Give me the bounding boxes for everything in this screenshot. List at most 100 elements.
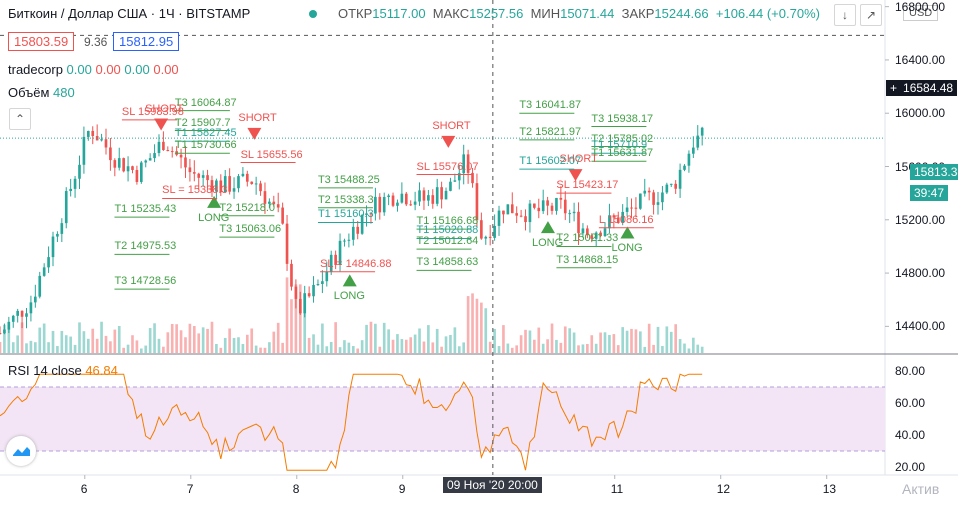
candle-body <box>210 180 214 192</box>
long-signal-arrow <box>620 226 635 239</box>
candle-body <box>139 162 143 182</box>
candle-body <box>413 201 417 205</box>
volume-bar <box>219 347 223 353</box>
level-annotation: T2 15338.3 <box>317 193 374 206</box>
candle-body <box>3 329 6 334</box>
candle-body <box>343 240 346 242</box>
level-annotation: T3 14728.56 <box>114 275 177 288</box>
level-annotation: T3 15938.17 <box>591 112 654 125</box>
symbol-title[interactable]: Биткоин / Доллар США · 1Ч · BITSTAMP <box>8 6 251 21</box>
time-tick-label: 7 <box>186 482 194 496</box>
volume-bar <box>559 342 563 353</box>
candle-body <box>400 193 404 203</box>
candle-body <box>497 210 501 226</box>
volume-bar <box>86 338 90 353</box>
candle-body <box>122 158 125 172</box>
volume-bar <box>122 347 125 353</box>
candle-body <box>524 216 527 223</box>
volume-bar <box>268 342 271 353</box>
volume-bar <box>409 337 413 353</box>
volume-bar <box>210 321 214 353</box>
tradingview-logo-icon[interactable] <box>6 436 36 466</box>
candle-body <box>510 204 514 214</box>
candle-body <box>329 254 333 272</box>
volume-bar <box>440 346 443 353</box>
strategy-legend[interactable]: tradecorp 0.00 0.00 0.00 0.00 <box>8 62 179 78</box>
candle-body <box>351 226 355 240</box>
candle-body <box>78 164 81 179</box>
open-value: 15117.00 <box>372 6 426 21</box>
price-tick-label: 15200.00 <box>895 212 946 227</box>
rsi-tick-label: 40.00 <box>895 428 926 442</box>
volume-bar <box>192 326 196 353</box>
volume-bar <box>519 335 523 353</box>
volume-bar <box>506 343 510 353</box>
crosshair-time-tag: 09 Ноя '20 20:00 <box>443 477 542 493</box>
candle-body <box>356 226 360 234</box>
candle-body <box>625 207 629 212</box>
rsi-legend[interactable]: RSI 14 close 46.84 <box>8 363 118 379</box>
level-annotation: T2 15012.64 <box>416 235 479 248</box>
price-tick-label: 14400.00 <box>895 319 946 334</box>
volume-bar <box>153 323 156 353</box>
candle-body <box>157 141 161 154</box>
volume-bar <box>201 327 205 353</box>
volume-bar <box>528 330 532 353</box>
time-tick-label: 11 <box>610 482 624 496</box>
candle-body <box>0 333 2 335</box>
candle-body <box>201 175 205 178</box>
volume-bar <box>431 342 435 353</box>
volume-bar <box>643 346 647 353</box>
volume-bar <box>51 330 55 353</box>
candle-body <box>453 180 457 182</box>
volume-bar <box>510 347 514 353</box>
level-annotation: T1 15827.45 <box>174 127 237 140</box>
volume-bar <box>369 321 373 353</box>
level-annotation: T1 15160.3 <box>317 208 374 221</box>
volume-bar <box>197 333 201 353</box>
ask-price[interactable]: 15812.95 <box>113 32 180 51</box>
level-annotation: T1 15730.66 <box>174 139 237 152</box>
candle-body <box>250 181 254 184</box>
volume-bar <box>303 294 307 353</box>
long-signal-arrow <box>540 221 555 234</box>
collapse-legend-icon[interactable]: ⌃ <box>9 108 31 130</box>
candle-body <box>665 184 669 193</box>
volume-bar <box>475 298 479 353</box>
bid-price[interactable]: 15803.59 <box>8 32 75 51</box>
candle-body <box>528 203 532 223</box>
volume-bar <box>144 345 148 353</box>
fullscreen-icon[interactable]: ↗ <box>860 4 882 26</box>
candle-body <box>223 176 227 193</box>
candle-body <box>678 169 682 189</box>
volume-bar <box>502 325 505 353</box>
volume-bar <box>360 340 364 353</box>
candle-body <box>73 178 77 189</box>
candle-body <box>418 190 421 202</box>
time-tick-label: 13 <box>822 482 837 496</box>
chevron-down-icon[interactable]: ↓ <box>834 4 856 26</box>
candle-body <box>259 183 262 192</box>
level-annotation: T2 15021.33 <box>556 232 619 245</box>
volume-legend[interactable]: Объём 480 <box>8 85 75 101</box>
volume-bar <box>298 284 302 353</box>
short-signal-arrow <box>568 169 583 182</box>
spread-value: 9.36 <box>84 35 108 49</box>
ohlc-values: ОТКР15117.00 МАКС15257.56 МИН15071.44 ЗА… <box>338 6 820 22</box>
volume-bar <box>0 341 2 353</box>
volume-bar <box>555 339 558 353</box>
last-price-tag: 15813.38 <box>910 164 958 180</box>
volume-bar <box>387 329 390 353</box>
volume-bar <box>700 346 704 353</box>
currency-label[interactable]: USD <box>903 5 939 21</box>
long-signal-arrow <box>342 274 357 287</box>
candle-body <box>457 173 461 181</box>
volume-bar <box>272 331 276 353</box>
long-signal-label: LONG <box>531 237 564 250</box>
level-annotation: T1 15710.9 <box>591 139 648 152</box>
candle-body <box>590 235 594 239</box>
candle-body <box>219 180 223 193</box>
volume-bar <box>537 327 541 353</box>
volume-bar <box>480 302 483 353</box>
